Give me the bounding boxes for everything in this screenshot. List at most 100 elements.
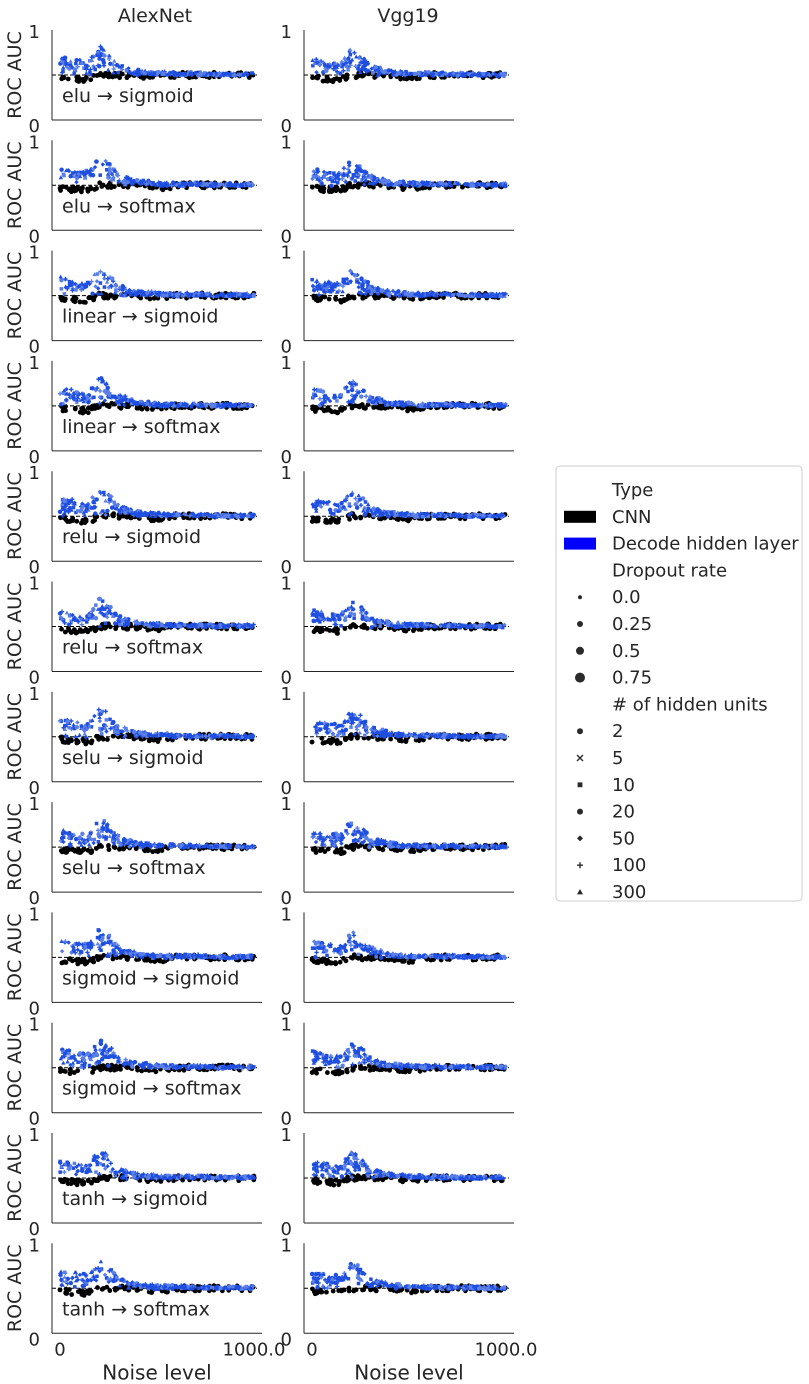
- decode-point: [195, 181, 201, 186]
- decode-point: [190, 182, 195, 187]
- cnn-point: [102, 625, 108, 631]
- decode-point: [113, 283, 119, 288]
- cnn-point: [347, 733, 353, 739]
- cnn-point: [340, 74, 346, 79]
- decode-point: [487, 72, 492, 78]
- cnn-point: [324, 74, 330, 80]
- cnn-point: [344, 74, 350, 80]
- decode-point: [360, 616, 365, 621]
- cnn-point: [117, 75, 123, 81]
- y-axis-label: ROC AUC: [4, 31, 26, 119]
- decode-point: [147, 71, 152, 76]
- decode-point: [386, 291, 391, 297]
- decode-point: [74, 61, 78, 66]
- decode-point: [93, 511, 98, 516]
- decode-point: [61, 172, 66, 177]
- cnn-point: [342, 626, 348, 631]
- decode-point: [97, 388, 103, 394]
- cnn-point: [105, 293, 110, 299]
- column-title-vgg19: Vgg19: [377, 5, 438, 27]
- decode-point: [375, 287, 380, 293]
- decode-point: [461, 72, 466, 77]
- decode-point: [313, 393, 317, 398]
- cnn-point: [92, 517, 98, 523]
- cnn-point: [400, 187, 406, 193]
- decode-point: [156, 69, 161, 75]
- decode-point: [491, 514, 496, 519]
- decode-point: [171, 70, 176, 75]
- decode-point: [125, 179, 130, 185]
- decode-point: [57, 509, 63, 515]
- cnn-point: [110, 513, 116, 519]
- decode-point: [111, 719, 116, 725]
- decode-point: [100, 162, 105, 167]
- cnn-point: [349, 403, 355, 409]
- column-title-alexnet: AlexNet: [118, 5, 192, 27]
- decode-point: [80, 169, 86, 175]
- decode-point: [137, 68, 142, 73]
- decode-point: [108, 717, 112, 722]
- decode-point: [352, 395, 357, 400]
- decode-point: [347, 47, 353, 53]
- cnn-point: [314, 515, 320, 521]
- decode-point: [98, 44, 103, 49]
- decode-point: [108, 604, 113, 610]
- decode-point: [421, 515, 425, 519]
- y-tick-label: 1: [29, 132, 40, 153]
- cnn-point: [338, 299, 344, 304]
- decode-point: [312, 61, 317, 66]
- cnn-point: [79, 186, 85, 192]
- decode-point: [186, 294, 191, 298]
- cnn-point: [405, 518, 411, 524]
- decode-point: [358, 60, 364, 65]
- decode-point: [98, 51, 104, 56]
- decode-point: [157, 290, 162, 295]
- decode-point: [460, 403, 465, 408]
- decode-point: [90, 291, 95, 296]
- decode-point: [228, 71, 234, 76]
- decode-point: [111, 66, 116, 72]
- decode-point: [499, 294, 503, 298]
- decode-point: [67, 725, 71, 730]
- decode-point: [106, 67, 111, 72]
- decode-point: [74, 175, 80, 181]
- decode-point: [346, 67, 350, 72]
- decode-point: [443, 401, 449, 406]
- decode-point: [70, 171, 75, 175]
- decode-point: [352, 612, 356, 617]
- decode-point: [92, 164, 98, 170]
- decode-point: [462, 293, 468, 299]
- decode-point: [443, 624, 447, 629]
- cnn-point: [354, 734, 360, 740]
- decode-point: [148, 72, 154, 77]
- decode-point: [413, 72, 417, 77]
- cnn-point: [74, 737, 79, 743]
- decode-point: [61, 69, 65, 74]
- row-label: linear → sigmoid: [62, 306, 218, 328]
- decode-point: [347, 502, 352, 506]
- decode-point: [359, 394, 364, 399]
- decode-point: [77, 732, 82, 737]
- decode-point: [162, 293, 166, 298]
- decode-point: [402, 72, 407, 77]
- cnn-point: [83, 741, 89, 747]
- decode-point: [454, 181, 458, 185]
- cnn-point: [59, 626, 64, 632]
- decode-point: [92, 65, 97, 71]
- decode-point: [68, 173, 73, 179]
- cnn-point: [147, 75, 153, 80]
- decode-point: [373, 64, 378, 70]
- cnn-point: [404, 76, 410, 82]
- decode-point: [64, 610, 70, 615]
- decode-point: [335, 503, 340, 507]
- cnn-point: [61, 296, 66, 302]
- decode-point: [72, 72, 76, 76]
- decode-point: [154, 734, 158, 738]
- cnn-point: [70, 297, 76, 303]
- decode-point: [232, 404, 237, 408]
- decode-point: [363, 500, 368, 504]
- decode-point: [317, 62, 323, 67]
- cnn-point: [72, 406, 78, 412]
- y-axis-label: ROC AUC: [4, 141, 26, 229]
